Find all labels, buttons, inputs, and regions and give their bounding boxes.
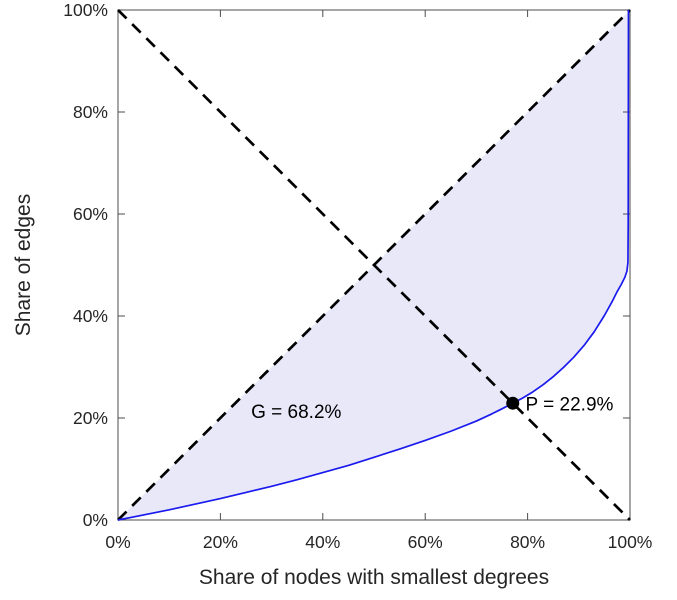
y-tick-label: 100% [63,0,108,20]
plot-area: 0% 20% 40% 60% 80% 100% 0% 20% 40% 60% 80% 100% G = … [63,0,652,552]
y-tick-label: 0% [83,510,108,530]
intersection-point-p [506,396,520,410]
anti-diagonal [117,9,631,521]
y-tick-label: 40% [73,306,108,326]
gini-coefficient-label: G = 68.2% [251,402,341,423]
x-axis-label: Share of nodes with smallest degrees [199,566,549,589]
x-tick-label: 20% [203,532,238,552]
y-tick-label: 80% [73,102,108,122]
y-tick-label: 60% [73,204,108,224]
plot-box [117,9,631,521]
x-tick-label: 80% [510,532,545,552]
y-axis-label: Share of edges [12,194,35,336]
x-tick-label: 40% [305,532,340,552]
x-tick-label: 0% [105,532,130,552]
y-tick-label: 20% [73,408,108,428]
p-index-label: P = 22.9% [526,394,614,415]
x-tick-label: 60% [408,532,443,552]
x-tick-label: 100% [608,532,653,552]
